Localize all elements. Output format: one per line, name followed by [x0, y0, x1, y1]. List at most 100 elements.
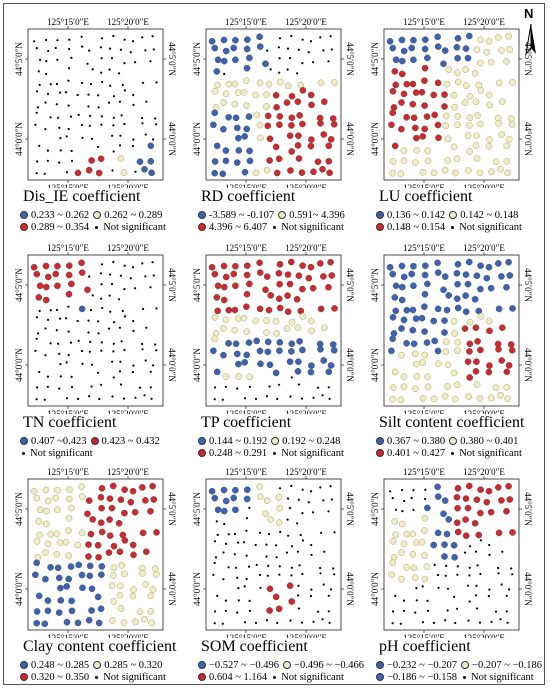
sample-point-blue: [440, 510, 447, 518]
sample-point-blue: [98, 563, 106, 570]
sample-point-yellow: [120, 169, 128, 176]
sample-point-yellow: [485, 37, 493, 45]
sample-point-not-significant: [475, 584, 478, 587]
sample-point-not-significant: [132, 103, 135, 106]
sample-point-red: [121, 486, 128, 494]
sample-point-yellow: [262, 510, 269, 518]
sample-point-red: [486, 362, 493, 369]
sample-point-not-significant: [499, 618, 502, 621]
sample-point-not-significant: [275, 556, 278, 559]
sample-point-yellow: [494, 34, 502, 41]
sample-point-not-significant: [49, 116, 52, 119]
sample-point-not-significant: [391, 497, 394, 500]
legend-item: −0.207 ~ −0.186: [461, 660, 542, 672]
lat-label: 44°0′0″N: [167, 348, 177, 382]
sample-point-not-significant: [87, 105, 90, 108]
lat-label: 44°5′0″N: [370, 42, 380, 76]
sample-point-not-significant: [453, 595, 456, 598]
sample-point-not-significant: [329, 35, 332, 38]
map-dis-ie: 125°15′0″E 125°15′0″E 125°20′0″E 125°20′0″E…: [14, 17, 177, 188]
sample-point-yellow: [443, 80, 451, 88]
sample-point-not-significant: [310, 543, 313, 547]
sample-point-red: [286, 582, 294, 590]
sample-point-not-significant: [67, 127, 70, 131]
sample-point-not-significant: [129, 277, 132, 280]
legend-row: 0.148 ~ 0.154 Not significant: [376, 222, 526, 234]
sample-point-blue: [214, 56, 222, 64]
sample-point-red: [327, 258, 334, 266]
lon-label: 125°15′0″E: [47, 409, 89, 414]
sample-point-blue: [389, 313, 397, 321]
sample-point-not-significant: [333, 573, 336, 576]
sample-point-red: [256, 259, 263, 267]
sample-point-yellow: [129, 592, 137, 600]
sample-point-red: [431, 111, 439, 119]
sample-point-red: [276, 280, 283, 288]
lat-label: 44°5′0″N: [192, 42, 202, 76]
sample-point-blue: [299, 346, 306, 354]
sample-point-not-significant: [39, 58, 42, 61]
sample-point-red: [54, 262, 61, 270]
sample-point-blue: [498, 273, 505, 280]
sample-point-yellow: [117, 582, 124, 590]
panel-title: RD coefficient: [201, 188, 296, 205]
sample-point-yellow: [424, 383, 432, 391]
sample-point-yellow: [65, 552, 72, 559]
sample-point-yellow: [231, 80, 239, 88]
sample-point-yellow: [419, 359, 427, 366]
sample-point-not-significant: [269, 68, 272, 71]
sample-point-yellow: [497, 165, 504, 173]
sample-point-blue: [75, 561, 83, 569]
sample-point-not-significant: [76, 319, 79, 323]
sample-point-not-significant: [299, 533, 302, 537]
sample-point-blue: [88, 607, 95, 614]
sample-point-blue: [245, 113, 253, 120]
sample-point-yellow: [507, 115, 515, 122]
sample-point-not-significant: [330, 498, 333, 501]
sample-point-blue: [434, 269, 442, 276]
sample-point-blue: [225, 113, 232, 121]
lon-label: 125°20′0″E: [463, 633, 505, 638]
sample-point-yellow: [389, 537, 397, 545]
sample-point-red: [276, 113, 284, 120]
sample-point-not-significant: [290, 376, 293, 379]
sample-point-not-significant: [278, 487, 282, 490]
sample-point-blue: [403, 339, 410, 347]
sample-point-red: [214, 307, 222, 315]
sample-point-not-significant: [88, 49, 91, 52]
legend-item: 0.285 ~ 0.320: [93, 660, 162, 672]
sample-point-not-significant: [141, 122, 144, 125]
sample-point-blue: [453, 43, 461, 51]
sample-point-blue: [266, 361, 274, 369]
sample-point-red: [272, 91, 280, 99]
sample-point-not-significant: [67, 353, 70, 357]
sample-point-red: [288, 92, 296, 100]
sample-point-red: [273, 103, 280, 111]
sample-point-not-significant: [81, 136, 84, 139]
sample-point-not-significant: [134, 61, 137, 64]
sample-point-red: [106, 532, 114, 540]
sample-point-not-significant: [327, 610, 330, 613]
lat-label: 44°0′0″N: [167, 122, 177, 156]
sample-point-red: [466, 348, 473, 355]
sample-point-red: [36, 282, 44, 290]
sample-point-red: [30, 263, 38, 271]
sample-point-not-significant: [266, 574, 269, 577]
sample-point-not-significant: [59, 137, 62, 140]
sample-point-not-significant: [100, 349, 103, 352]
sample-point-blue: [65, 575, 73, 583]
sample-point-yellow: [275, 493, 283, 501]
sample-point-red: [299, 87, 307, 94]
sample-point-blue: [464, 280, 472, 288]
sample-point-red: [142, 497, 149, 504]
sample-point-red: [474, 338, 481, 345]
sample-point-yellow: [487, 58, 495, 66]
sample-point-not-significant: [87, 331, 90, 334]
legend-item: Not significant: [271, 672, 344, 684]
sample-point-not-significant: [119, 134, 122, 137]
sample-point-not-significant: [108, 47, 112, 50]
legend-item: 0.233 ~ 0.262: [20, 210, 89, 222]
sample-point-not-significant: [34, 349, 37, 352]
sample-point-not-significant: [34, 123, 37, 126]
sample-point-not-significant: [144, 49, 147, 52]
